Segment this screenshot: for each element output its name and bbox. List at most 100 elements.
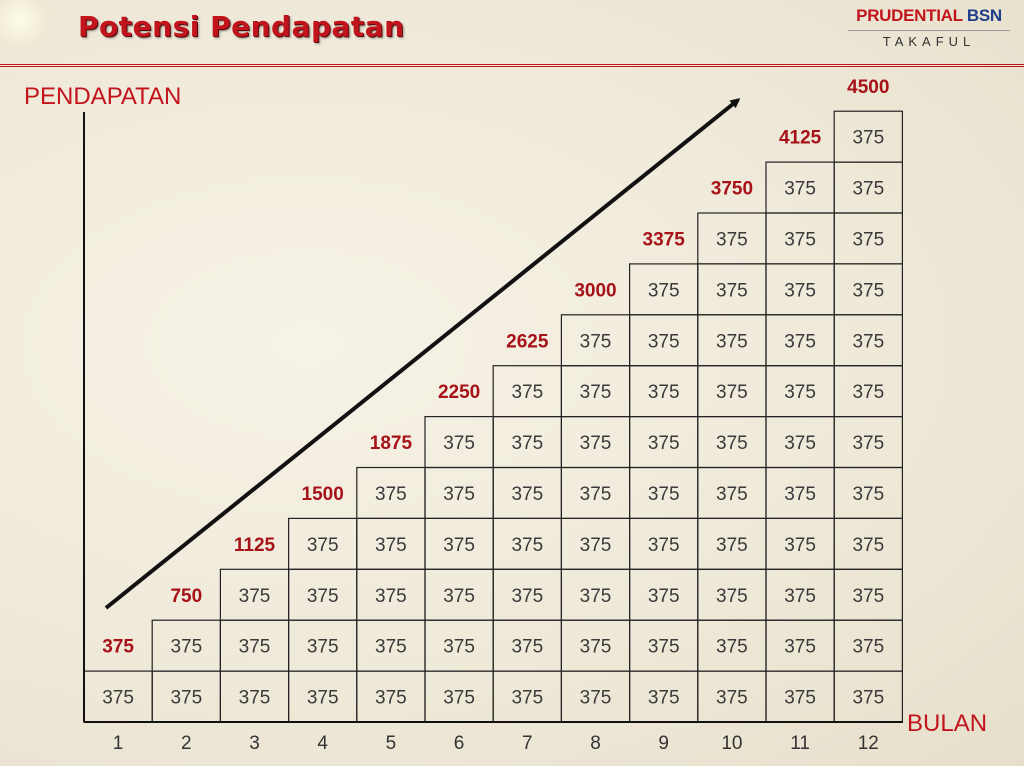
block-value-label: 375: [852, 484, 884, 505]
logo-divider: [848, 30, 1010, 31]
block-value-label: 375: [716, 688, 748, 709]
block-value-label: 375: [307, 535, 339, 556]
block-value-label: 375: [307, 688, 339, 709]
block-value-label: 375: [443, 637, 475, 658]
block-value-label: 375: [580, 433, 612, 454]
block-value-label: 375: [511, 637, 543, 658]
block-value-label: 375: [511, 433, 543, 454]
block-value-label: 375: [784, 688, 816, 709]
block-value-label: 375: [648, 484, 680, 505]
block-value-label: 375: [716, 484, 748, 505]
total-value-label: 1125: [234, 535, 276, 556]
block-value-label: 375: [511, 484, 543, 505]
prudential-bsn-takaful-logo: PRUDENTIAL BSN TAKAFUL: [844, 6, 1014, 49]
block-value-label: 375: [784, 535, 816, 556]
block-value-label: 375: [716, 280, 748, 301]
x-tick-label: 12: [858, 733, 879, 754]
logo-brand-red: PRUDENTIAL: [856, 6, 963, 25]
block-value-label: 375: [852, 229, 884, 250]
block-value-label: 375: [784, 484, 816, 505]
x-tick-label: 5: [386, 733, 397, 754]
page-title: Potensi Pendapatan: [78, 10, 405, 43]
block-value-label: 375: [375, 637, 407, 658]
block-value-label: 375: [580, 637, 612, 658]
block-value-label: 375: [443, 535, 475, 556]
block-value-label: 375: [580, 586, 612, 607]
block-value-label: 375: [648, 586, 680, 607]
total-value-label: 1500: [302, 484, 344, 505]
block-value-label: 375: [852, 535, 884, 556]
block-value-label: 375: [784, 331, 816, 352]
block-value-label: 375: [443, 484, 475, 505]
total-value-label: 3750: [711, 179, 753, 200]
block-value-label: 375: [716, 637, 748, 658]
total-value-label: 750: [170, 586, 202, 607]
block-value-label: 375: [716, 586, 748, 607]
x-tick-label: 7: [522, 733, 533, 754]
y-axis-label: PENDAPATAN: [24, 83, 181, 110]
block-value-label: 375: [852, 382, 884, 403]
block-value-label: 375: [784, 586, 816, 607]
block-value-label: 375: [511, 688, 543, 709]
block-value-label: 375: [648, 688, 680, 709]
block-value-label: 375: [511, 535, 543, 556]
block-value-label: 375: [784, 433, 816, 454]
block-value-label: 375: [239, 688, 271, 709]
block-value-label: 375: [580, 331, 612, 352]
x-axis-label: BULAN: [907, 710, 987, 737]
block-value-label: 375: [852, 128, 884, 149]
x-tick-labels: 1 2 3 4 5 6 7 8 9 10 11 12: [113, 733, 879, 754]
block-value-label: 375: [852, 179, 884, 200]
x-tick-label: 10: [721, 733, 742, 754]
block-value-label: 375: [852, 586, 884, 607]
block-cell: [833, 110, 904, 163]
x-tick-label: 11: [790, 733, 810, 754]
x-tick-label: 9: [658, 733, 669, 754]
block-value-label: 375: [648, 280, 680, 301]
block-value-label: 375: [852, 331, 884, 352]
total-value-label: 1875: [370, 433, 413, 454]
total-value-label: 3375: [643, 229, 686, 250]
block-value-label: 375: [784, 280, 816, 301]
block-value-label: 375: [648, 535, 680, 556]
block-value-label: 375: [648, 637, 680, 658]
x-tick-label: 3: [249, 733, 260, 754]
block-value-label: 375: [716, 433, 748, 454]
block-value-label: 375: [852, 637, 884, 658]
block-value-label: 375: [239, 586, 271, 607]
total-value-label: 4125: [779, 128, 822, 149]
total-value-label: 2250: [438, 382, 480, 403]
total-value-label: 4500: [847, 77, 889, 98]
block-value-label: 375: [511, 382, 543, 403]
block-value-label: 375: [170, 688, 202, 709]
block-value-label: 375: [648, 331, 680, 352]
x-tick-label: 1: [113, 733, 124, 754]
total-value-label: 3000: [574, 280, 616, 301]
block-value-label: 375: [784, 229, 816, 250]
block-value-label: 375: [580, 688, 612, 709]
block-grid: 375 375 375 375 375 375 375 375 375 375 375 375 375 3…: [83, 110, 904, 723]
block-value-label: 375: [852, 688, 884, 709]
block-value-label: 375: [375, 688, 407, 709]
block-value-label: 375: [239, 637, 271, 658]
growth-arrow: [104, 98, 741, 610]
x-tick-label: 4: [317, 733, 328, 754]
block-value-label: 375: [375, 484, 407, 505]
block-value-label: 375: [580, 535, 612, 556]
block-value-label: 375: [716, 382, 748, 403]
block-value-label: 375: [307, 637, 339, 658]
header-divider: [0, 64, 1024, 67]
logo-subtitle: TAKAFUL: [882, 34, 976, 49]
block-value-label: 375: [784, 637, 816, 658]
block-value-label: 375: [375, 586, 407, 607]
block-value-label: 375: [648, 382, 680, 403]
x-tick-label: 8: [590, 733, 601, 754]
block-value-label: 375: [784, 382, 816, 403]
block-value-label: 375: [443, 433, 475, 454]
block-value-label: 375: [102, 688, 134, 709]
block-value-label: 375: [852, 280, 884, 301]
block-value-label: 375: [716, 535, 748, 556]
x-tick-label: 2: [181, 733, 192, 754]
block-value-label: 375: [784, 179, 816, 200]
